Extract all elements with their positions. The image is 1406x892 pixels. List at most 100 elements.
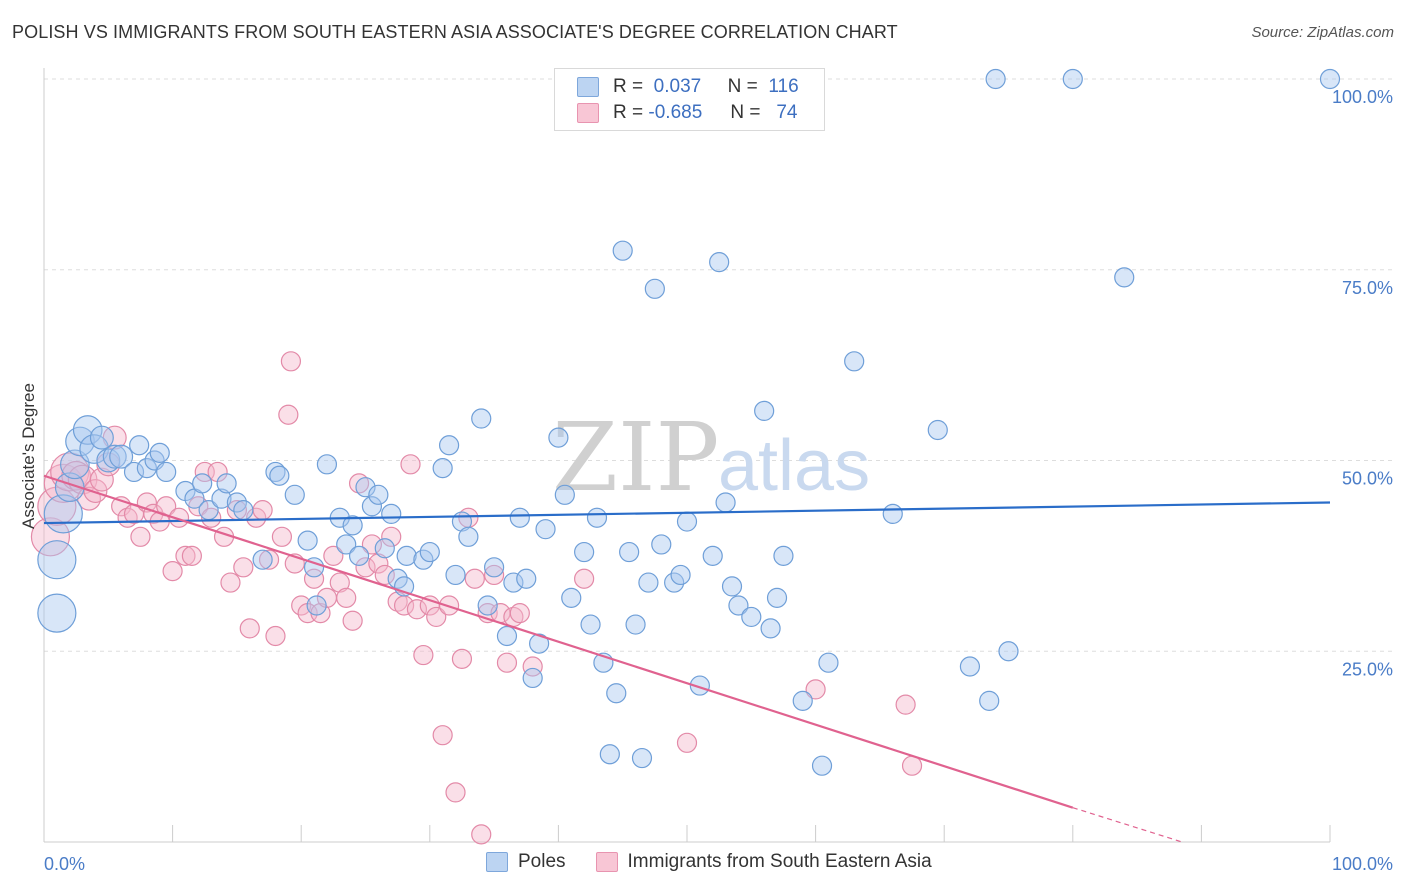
sea-point-50	[355, 557, 376, 578]
grid-lines	[44, 78, 1392, 652]
poles-point-93	[792, 690, 813, 711]
legend-item-sea: Immigrants from South Eastern Asia	[595, 851, 932, 873]
poles-point-3	[54, 472, 85, 503]
y-tick-label-2: 75.0%	[1342, 278, 1393, 298]
stats-legend: R = 0.037 N = 116 R = -0.685 N = 74	[554, 68, 825, 131]
poles-point-96	[844, 351, 865, 372]
trend-line-sea-extension	[1072, 807, 1183, 843]
poles-point-92	[773, 545, 794, 566]
poles-point-104	[1114, 267, 1135, 288]
sea-point-52	[368, 553, 389, 574]
source-label: Source: ZipAtlas.com	[1251, 24, 1394, 41]
poles-point-76	[638, 572, 659, 593]
poles-point-29	[284, 484, 305, 505]
poles-point-101	[998, 641, 1019, 662]
legend-swatch-sea	[595, 852, 618, 872]
sea-point-48	[342, 610, 363, 631]
sea-point-72	[496, 652, 518, 673]
legend-item-poles: Poles	[486, 851, 566, 873]
legend-r-value-sea: -0.685	[648, 102, 703, 123]
legend-label-poles: Poles	[518, 851, 566, 872]
poles-point-97	[882, 503, 903, 525]
poles-point-37	[348, 545, 370, 566]
legend-row-sea: R = -0.685 N = 74	[577, 100, 797, 126]
poles-point-74	[625, 614, 646, 635]
poles-point-62	[535, 519, 556, 540]
sea-point-75	[522, 656, 543, 677]
poles-point-78	[651, 534, 672, 555]
poles-point-17	[156, 461, 177, 483]
poles-point-28	[269, 465, 290, 486]
sea-point-55	[387, 591, 408, 612]
sea-point-25	[201, 507, 222, 528]
sea-point-2	[43, 463, 83, 503]
sea-point-20	[168, 507, 190, 528]
poles-point-50	[445, 564, 466, 586]
sea-point-30	[233, 557, 254, 578]
poles-point-60	[522, 667, 543, 689]
sea-point-57	[400, 454, 421, 475]
poles-point-71	[606, 683, 627, 704]
legend-n-value-sea: 74	[776, 102, 798, 123]
poles-point-14	[136, 458, 157, 479]
y-tick-label-3: 100.0%	[1332, 87, 1393, 107]
sea-point-21	[175, 545, 196, 566]
poles-point-63	[548, 427, 569, 448]
sea-point-59	[413, 644, 434, 666]
poles-point-36	[342, 515, 363, 536]
sea-point-28	[220, 572, 241, 593]
sea-point-54	[381, 526, 402, 547]
sea-point-31	[239, 618, 260, 639]
axes	[43, 68, 1331, 843]
legend-row-poles: R = 0.037 N = 116	[577, 74, 799, 100]
sea-point-38	[280, 351, 302, 372]
poles-point-57	[503, 572, 524, 593]
poles-point-0	[37, 593, 77, 633]
legend-r-label: R =	[613, 76, 644, 97]
sea-point-53	[374, 564, 395, 586]
poles-point-70	[599, 744, 620, 765]
poles-point-82	[689, 675, 710, 696]
sea-point-36	[271, 526, 293, 547]
poles-point-31	[303, 557, 325, 578]
sea-point-22	[181, 545, 202, 566]
poles-point-23	[216, 473, 237, 494]
y-tick-label-1: 50.0%	[1342, 469, 1393, 489]
legend-label-sea: Immigrants from South Eastern Asia	[627, 851, 932, 872]
poles-point-42	[381, 503, 402, 525]
poles-point-99	[959, 656, 981, 677]
sea-point-19	[162, 561, 183, 582]
poles-point-98	[927, 419, 948, 441]
poles-point-83	[702, 545, 723, 566]
legend-r-value-poles: 0.037	[653, 76, 702, 97]
poles-point-105	[1319, 68, 1341, 90]
poles-point-94	[811, 755, 833, 776]
poles-point-54	[477, 595, 498, 616]
poles-point-66	[574, 541, 595, 563]
poles-point-48	[432, 458, 453, 479]
poles-point-86	[721, 576, 743, 597]
poles-point-91	[766, 587, 788, 608]
poles-point-45	[396, 545, 417, 566]
poles-point-100	[979, 690, 1000, 711]
y-tick-label-0: 25.0%	[1342, 659, 1393, 679]
sea-point-77	[676, 732, 698, 753]
poles-point-75	[631, 747, 653, 769]
poles-point-49	[438, 435, 460, 456]
sea-point-34	[258, 549, 280, 570]
poles-point-30	[297, 530, 318, 551]
sea-point-37	[278, 404, 299, 425]
poles-point-64	[554, 484, 575, 505]
poles-point-80	[670, 564, 691, 586]
trend-line-sea	[43, 474, 1074, 809]
poles-point-16	[149, 442, 170, 463]
poles-point-87	[728, 595, 749, 616]
poles-point-1	[37, 540, 77, 580]
poles-point-68	[586, 507, 608, 528]
y-tick-labels: 25.0% 50.0% 75.0% 100.0%	[1332, 87, 1393, 679]
poles-point-81	[676, 511, 698, 532]
poles-point-11	[109, 444, 134, 469]
x-tick-label-0: 0.0%	[44, 854, 85, 874]
poles-point-59	[516, 568, 537, 589]
legend-n-value-poles: 116	[768, 76, 799, 97]
